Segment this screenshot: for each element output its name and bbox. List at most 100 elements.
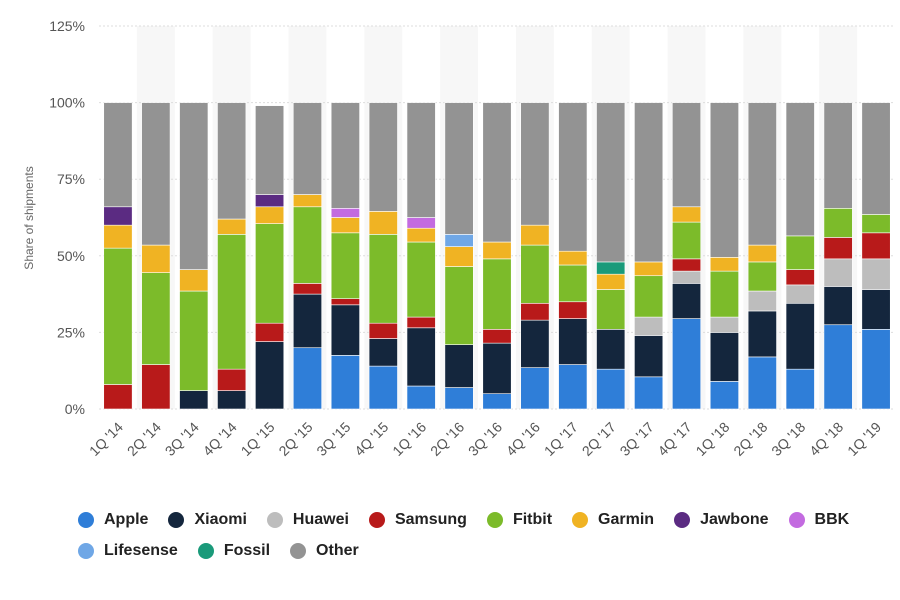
bar-segment-samsung[interactable]: [823, 237, 853, 260]
bar-segment-bbk[interactable]: [406, 217, 436, 229]
bar-segment-other[interactable]: [103, 102, 133, 208]
bar-segment-garmin[interactable]: [634, 261, 664, 277]
bar-segment-xiaomi[interactable]: [368, 338, 398, 367]
bar-segment-huawei[interactable]: [747, 290, 777, 312]
bar-segment-samsung[interactable]: [558, 301, 588, 319]
bar-segment-xiaomi[interactable]: [709, 332, 739, 382]
bar-segment-xiaomi[interactable]: [482, 342, 512, 394]
bar-segment-xiaomi[interactable]: [634, 335, 664, 378]
bar-segment-xiaomi[interactable]: [747, 310, 777, 358]
bar-segment-xiaomi[interactable]: [292, 293, 322, 349]
bar-segment-apple[interactable]: [330, 355, 360, 410]
bar-segment-xiaomi[interactable]: [861, 289, 891, 330]
bar-segment-other[interactable]: [330, 102, 360, 209]
bar-segment-apple[interactable]: [823, 324, 853, 410]
bar-segment-samsung[interactable]: [482, 329, 512, 344]
bar-segment-garmin[interactable]: [558, 250, 588, 266]
bar-segment-lifesense[interactable]: [444, 234, 474, 247]
bar-segment-bbk[interactable]: [330, 208, 360, 218]
bar-segment-other[interactable]: [747, 102, 777, 246]
bar-segment-other[interactable]: [141, 102, 171, 246]
bar-segment-xiaomi[interactable]: [672, 283, 702, 319]
bar-segment-garmin[interactable]: [255, 206, 285, 224]
bar-segment-huawei[interactable]: [672, 270, 702, 284]
legend-item-garmin[interactable]: Garmin: [572, 511, 654, 529]
bar-segment-apple[interactable]: [785, 368, 815, 410]
bar-segment-other[interactable]: [785, 102, 815, 237]
bar-segment-xiaomi[interactable]: [520, 319, 550, 368]
bar-segment-apple[interactable]: [292, 347, 322, 410]
bar-segment-garmin[interactable]: [103, 224, 133, 249]
bar-segment-other[interactable]: [217, 102, 247, 220]
bar-segment-garmin[interactable]: [709, 257, 739, 272]
bar-segment-fitbit[interactable]: [861, 214, 891, 234]
bar-segment-huawei[interactable]: [861, 258, 891, 290]
bar-segment-apple[interactable]: [709, 381, 739, 410]
bar-segment-huawei[interactable]: [823, 258, 853, 287]
legend-item-apple[interactable]: Apple: [78, 511, 148, 529]
bar-segment-other[interactable]: [520, 102, 550, 226]
bar-segment-apple[interactable]: [558, 364, 588, 410]
bar-segment-huawei[interactable]: [634, 316, 664, 336]
bar-segment-xiaomi[interactable]: [823, 286, 853, 326]
bar-segment-jawbone[interactable]: [255, 194, 285, 208]
bar-segment-samsung[interactable]: [520, 302, 550, 321]
bar-segment-fitbit[interactable]: [217, 234, 247, 370]
bar-segment-fitbit[interactable]: [709, 270, 739, 318]
bar-segment-samsung[interactable]: [406, 316, 436, 329]
bar-segment-samsung[interactable]: [861, 232, 891, 260]
bar-segment-other[interactable]: [672, 102, 702, 208]
bar-segment-other[interactable]: [634, 102, 664, 263]
bar-segment-samsung[interactable]: [368, 322, 398, 339]
bar-segment-other[interactable]: [861, 102, 891, 215]
bar-segment-garmin[interactable]: [482, 241, 512, 260]
bar-segment-fitbit[interactable]: [672, 221, 702, 260]
bar-segment-apple[interactable]: [861, 329, 891, 410]
bar-segment-apple[interactable]: [368, 365, 398, 410]
bar-segment-garmin[interactable]: [217, 218, 247, 235]
bar-segment-fitbit[interactable]: [255, 223, 285, 324]
bar-segment-other[interactable]: [292, 102, 322, 195]
bar-segment-garmin[interactable]: [406, 227, 436, 243]
bar-segment-fitbit[interactable]: [596, 289, 626, 330]
bar-segment-fitbit[interactable]: [368, 234, 398, 324]
bar-segment-apple[interactable]: [747, 356, 777, 410]
bar-segment-other[interactable]: [709, 102, 739, 258]
bar-segment-xiaomi[interactable]: [217, 390, 247, 410]
bar-segment-fitbit[interactable]: [634, 275, 664, 318]
bar-segment-garmin[interactable]: [596, 273, 626, 290]
bar-segment-garmin[interactable]: [444, 246, 474, 267]
bar-segment-huawei[interactable]: [785, 284, 815, 304]
legend-item-huawei[interactable]: Huawei: [266, 511, 349, 529]
bar-segment-xiaomi[interactable]: [179, 390, 209, 410]
legend-item-samsung[interactable]: Samsung: [368, 511, 467, 529]
bar-segment-fitbit[interactable]: [292, 206, 322, 284]
bar-segment-fitbit[interactable]: [823, 208, 853, 238]
bar-segment-samsung[interactable]: [141, 364, 171, 410]
bar-segment-garmin[interactable]: [672, 206, 702, 223]
bar-segment-xiaomi[interactable]: [785, 302, 815, 370]
legend-item-xiaomi[interactable]: Xiaomi: [168, 511, 247, 529]
bar-segment-jawbone[interactable]: [103, 206, 133, 226]
bar-segment-xiaomi[interactable]: [406, 327, 436, 387]
bar-segment-apple[interactable]: [482, 393, 512, 410]
legend-item-jawbone[interactable]: Jawbone: [674, 511, 769, 529]
bar-segment-fitbit[interactable]: [103, 247, 133, 385]
legend-item-bbk[interactable]: BBK: [788, 511, 849, 529]
bar-segment-garmin[interactable]: [179, 269, 209, 292]
legend-item-fitbit[interactable]: Fitbit: [486, 511, 552, 529]
bar-segment-fitbit[interactable]: [482, 258, 512, 330]
bar-segment-samsung[interactable]: [292, 283, 322, 295]
bar-segment-fitbit[interactable]: [330, 232, 360, 299]
bar-segment-garmin[interactable]: [747, 244, 777, 263]
bar-segment-apple[interactable]: [634, 376, 664, 410]
bar-segment-other[interactable]: [406, 102, 436, 218]
bar-segment-other[interactable]: [444, 102, 474, 235]
bar-segment-apple[interactable]: [406, 385, 436, 410]
bar-segment-xiaomi[interactable]: [330, 304, 360, 356]
bar-segment-fitbit[interactable]: [747, 261, 777, 292]
bar-segment-other[interactable]: [596, 102, 626, 263]
bar-segment-samsung[interactable]: [330, 298, 360, 306]
bar-segment-garmin[interactable]: [520, 224, 550, 246]
bar-segment-garmin[interactable]: [368, 211, 398, 235]
